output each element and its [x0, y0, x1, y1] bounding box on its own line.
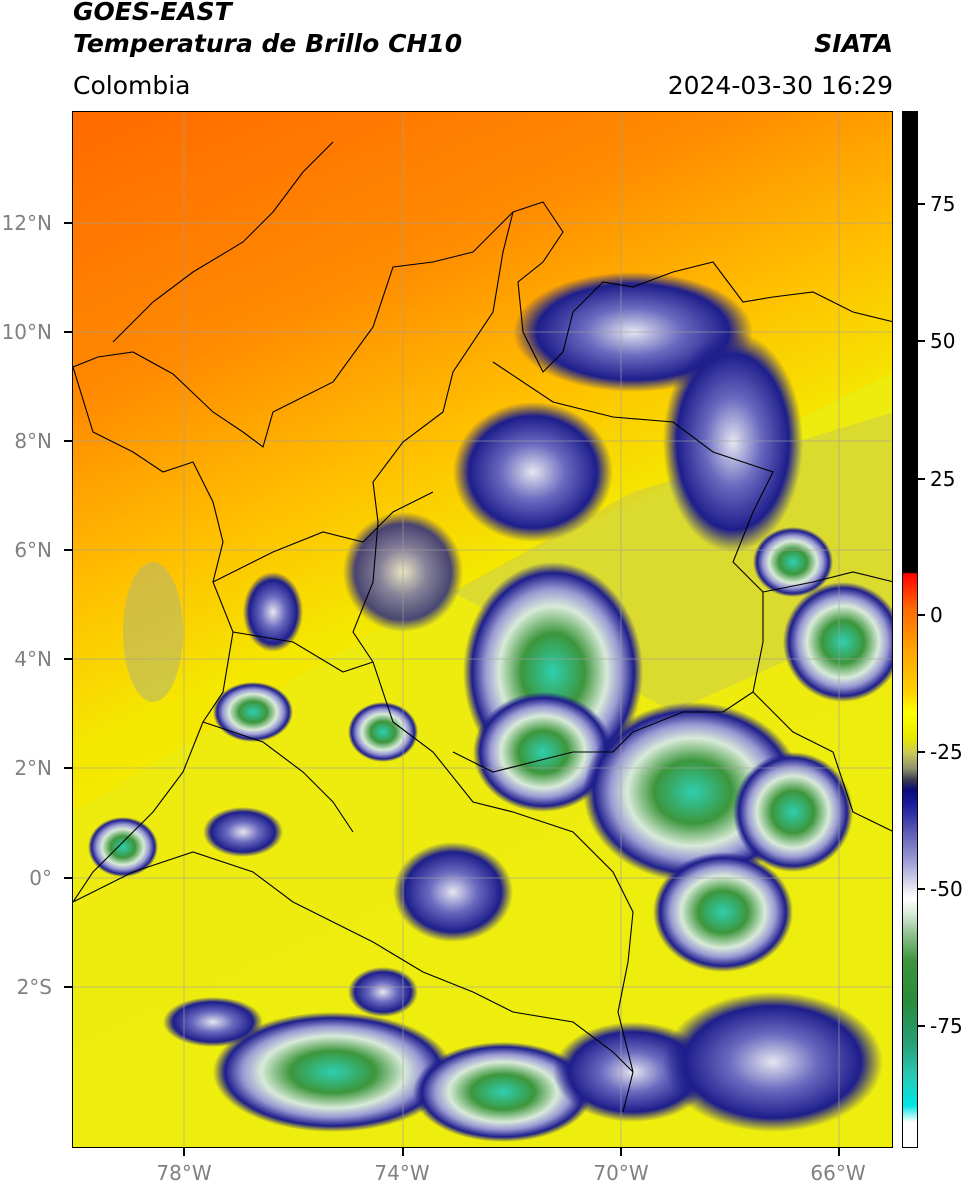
title-line-2: Temperatura de Brillo CH10	[73, 29, 463, 58]
y-tick	[64, 658, 72, 660]
brightness-temperature-image	[73, 112, 892, 1147]
colorbar-label: 75	[930, 192, 956, 216]
x-tick	[838, 1148, 840, 1156]
x-tick	[183, 1148, 185, 1156]
agency-label: SIATA	[814, 29, 893, 58]
colorbar-label: -50	[930, 877, 963, 901]
y-axis-label: 2°S	[16, 975, 52, 999]
colorbar-tick	[918, 203, 925, 205]
colorbar-label: -75	[930, 1014, 963, 1038]
colorbar-tick	[918, 478, 925, 480]
y-axis-label: 12°N	[1, 211, 52, 235]
y-axis-label: 2°N	[14, 756, 52, 780]
colorbar-tick	[918, 751, 925, 753]
colorbar-label: 50	[930, 329, 956, 353]
satellite-map[interactable]	[72, 111, 893, 1148]
map-gridlines	[73, 112, 892, 1147]
colorbar-tick	[918, 340, 925, 342]
colorbar-label: -25	[930, 740, 963, 764]
datetime-label: 2024-03-30 16:29	[667, 71, 893, 100]
y-tick	[64, 767, 72, 769]
x-tick	[402, 1148, 404, 1156]
region-label: Colombia	[73, 71, 191, 100]
colorbar-label: 25	[930, 467, 956, 491]
y-tick	[64, 549, 72, 551]
y-tick	[64, 331, 72, 333]
temperature-colorbar	[902, 111, 918, 1148]
y-axis-label: 10°N	[1, 320, 52, 344]
x-axis-label: 70°W	[593, 1161, 649, 1185]
y-axis-label: 0°	[29, 866, 52, 890]
y-tick	[64, 222, 72, 224]
y-tick	[64, 877, 72, 879]
y-axis-label: 6°N	[14, 538, 52, 562]
title-line-1: GOES-EAST	[73, 0, 232, 26]
colorbar-tick	[918, 1025, 925, 1027]
country-borders	[73, 141, 892, 1113]
x-axis-label: 66°W	[810, 1161, 866, 1185]
y-tick	[64, 440, 72, 442]
colorbar-tick	[918, 614, 925, 616]
cloud-systems	[88, 272, 892, 1142]
x-axis-label: 74°W	[374, 1161, 430, 1185]
y-axis-label: 8°N	[14, 429, 52, 453]
y-axis-label: 4°N	[14, 647, 52, 671]
x-axis-label: 78°W	[156, 1161, 212, 1185]
colorbar-tick	[918, 888, 925, 890]
y-tick	[64, 986, 72, 988]
colorbar-label: 0	[930, 603, 943, 627]
x-tick	[620, 1148, 622, 1156]
